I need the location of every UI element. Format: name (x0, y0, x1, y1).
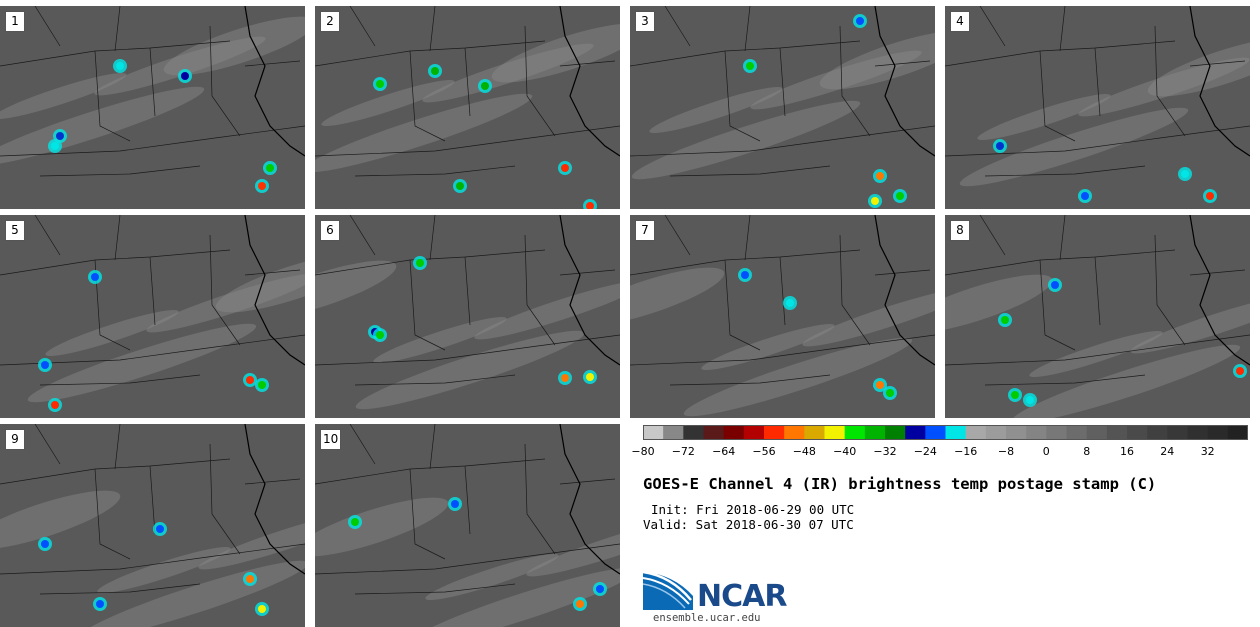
colorbar-tick-label: −40 (833, 445, 857, 458)
satellite-map (0, 6, 305, 193)
postage-stamp-6: 6 (315, 215, 620, 418)
colorbar-tick-label: −24 (913, 445, 937, 458)
colorbar-cell (925, 425, 946, 440)
colorbar-cell (965, 425, 987, 440)
postage-stamp-3: 3 (630, 6, 935, 209)
colorbar-tick-label: −80 (631, 445, 655, 458)
colorbar-cell (824, 425, 846, 440)
colorbar-tick-label: −32 (873, 445, 897, 458)
colorbar-cell (784, 425, 805, 440)
valid-time: Valid: Sat 2018-06-30 07 UTC (643, 517, 854, 532)
postage-stamp-10: 10 (315, 424, 620, 627)
colorbar (643, 425, 1248, 440)
colorbar-cell (723, 425, 745, 440)
postage-stamp-9: 9 (0, 424, 305, 627)
site-url: ensemble.ucar.edu (653, 612, 761, 624)
colorbar-tick-label: −56 (752, 445, 776, 458)
colorbar-cell (1127, 425, 1148, 440)
colorbar-cell (864, 425, 886, 440)
postage-stamp-2: 2 (315, 6, 620, 209)
colorbar-cell (844, 425, 866, 440)
postage-stamp-4: 4 (945, 6, 1250, 209)
colorbar-cell (1207, 425, 1229, 440)
colorbar-cell (703, 425, 725, 440)
colorbar-cell (1026, 425, 1047, 440)
colorbar-cell (1167, 425, 1188, 440)
satellite-map (315, 6, 620, 209)
panel-number: 8 (950, 220, 970, 241)
colorbar-cell (764, 425, 785, 440)
colorbar-cell (1046, 425, 1067, 440)
satellite-map (0, 215, 305, 412)
ncar-logo-text: NCAR (697, 579, 787, 614)
colorbar-cell (1147, 425, 1168, 440)
colorbar-cell (643, 425, 664, 440)
colorbar-cell (905, 425, 926, 440)
colorbar-tick-label: 32 (1200, 445, 1215, 458)
colorbar-tick-label: 0 (1042, 445, 1050, 458)
satellite-map (945, 6, 1250, 203)
colorbar-cell (1187, 425, 1209, 440)
colorbar-cell (1006, 425, 1027, 440)
panel-number: 3 (635, 11, 655, 32)
panel-number: 4 (950, 11, 970, 32)
colorbar-tick-label: −16 (954, 445, 978, 458)
colorbar-cell (804, 425, 825, 440)
init-time: Init: Fri 2018-06-29 00 UTC (651, 502, 855, 517)
colorbar-cell (1066, 425, 1088, 440)
panel-number: 10 (320, 429, 342, 450)
ncar-logo-icon (643, 570, 693, 610)
satellite-map (0, 424, 305, 627)
postage-stamp-1: 1 (0, 6, 305, 209)
colorbar-cell (945, 425, 967, 440)
satellite-map (630, 6, 935, 208)
colorbar-cell (885, 425, 906, 440)
satellite-map (315, 424, 620, 627)
postage-stamp-5: 5 (0, 215, 305, 418)
colorbar-cell (663, 425, 684, 440)
colorbar-cell (743, 425, 765, 440)
colorbar-tick-label: 24 (1160, 445, 1175, 458)
page-title: GOES-E Channel 4 (IR) brightness temp po… (643, 475, 1157, 493)
panel-number: 9 (5, 429, 25, 450)
colorbar-cell (683, 425, 704, 440)
colorbar-tick-label: −72 (671, 445, 695, 458)
satellite-map (315, 215, 620, 410)
postage-stamp-8: 8 (945, 215, 1250, 418)
colorbar-tick-label: −64 (712, 445, 736, 458)
colorbar-tick-label: 16 (1120, 445, 1134, 458)
colorbar-tick-label: −48 (792, 445, 816, 458)
panel-number: 6 (320, 220, 340, 241)
colorbar-cell (1106, 425, 1128, 440)
panel-number: 5 (5, 220, 25, 241)
colorbar-tick-label: −8 (997, 445, 1015, 458)
colorbar-cell (1227, 425, 1248, 440)
colorbar-cell (985, 425, 1007, 440)
colorbar-tick-label: 8 (1083, 445, 1091, 458)
panel-number: 2 (320, 11, 340, 32)
satellite-map (630, 215, 935, 417)
postage-stamp-7: 7 (630, 215, 935, 418)
panel-number: 1 (5, 11, 25, 32)
colorbar-cell (1086, 425, 1108, 440)
panel-number: 7 (635, 220, 655, 241)
satellite-map (945, 215, 1250, 418)
